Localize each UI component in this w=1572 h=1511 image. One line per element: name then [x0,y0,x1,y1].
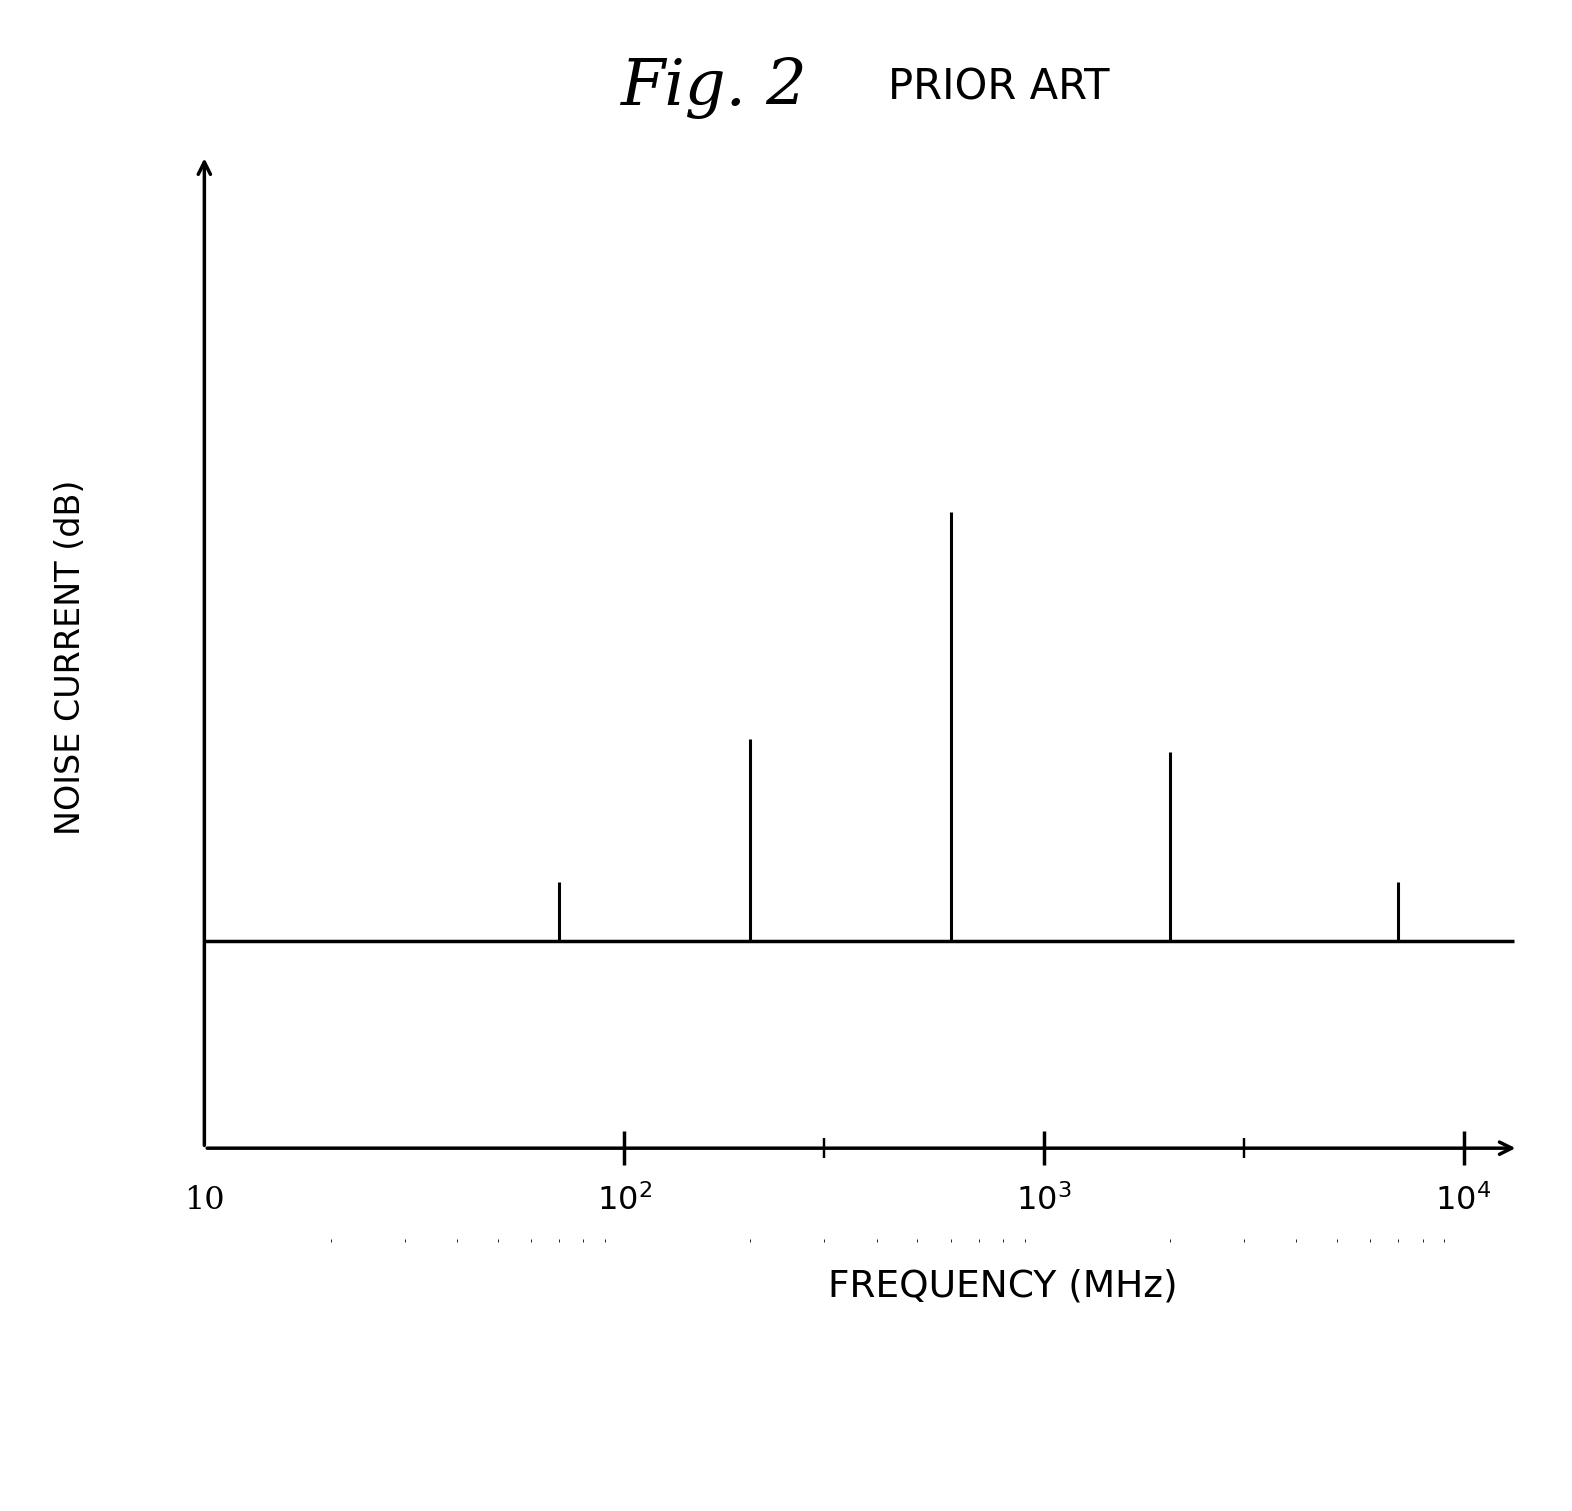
Text: PRIOR ART: PRIOR ART [888,66,1110,109]
Text: NOISE CURRENT (dB): NOISE CURRENT (dB) [55,479,86,836]
Text: $10^2$: $10^2$ [596,1185,651,1218]
Text: FREQUENCY (MHz): FREQUENCY (MHz) [828,1269,1177,1306]
Text: $10^4$: $10^4$ [1435,1185,1492,1218]
Text: 10: 10 [184,1185,225,1215]
Text: $10^3$: $10^3$ [1016,1185,1072,1218]
Text: Fig. 2: Fig. 2 [621,56,808,119]
